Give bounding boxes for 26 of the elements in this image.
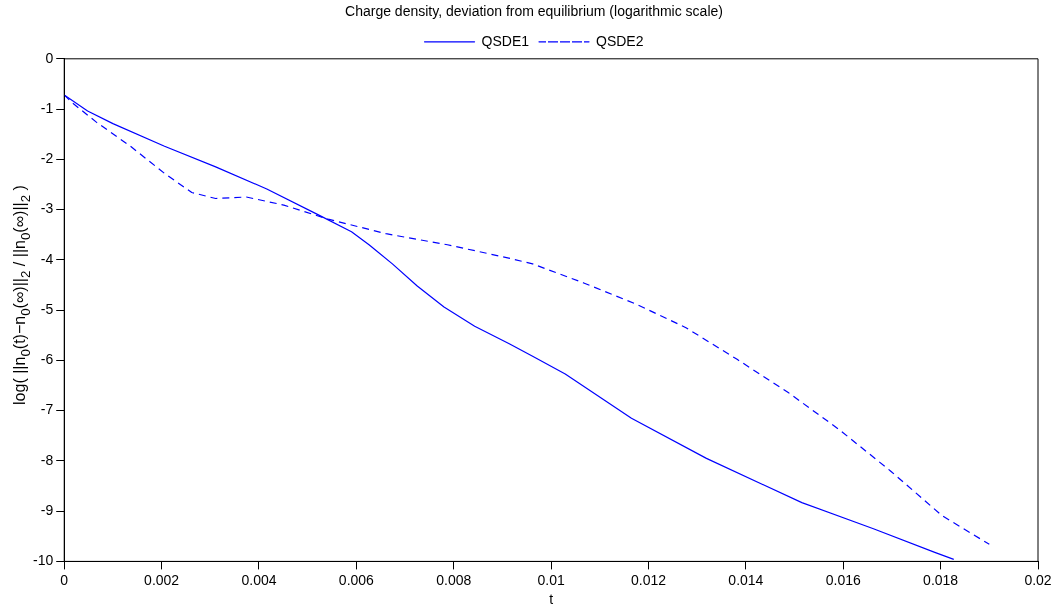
x-tick-label: 0.012 — [630, 571, 667, 588]
y-tick-label: -1 — [40, 99, 54, 116]
y-tick-label: -8 — [40, 451, 54, 468]
y-tick-label: 0 — [45, 49, 54, 66]
x-tick-label: 0.006 — [338, 571, 375, 588]
x-tick-label: 0.004 — [241, 571, 277, 588]
x-tick-label: 0.008 — [436, 571, 472, 588]
x-tick-label: 0.014 — [728, 571, 764, 588]
y-tick-label: -9 — [40, 502, 54, 518]
x-tick-label: 0.016 — [825, 571, 861, 588]
y-tick-label: -4 — [40, 250, 54, 267]
x-tick-label: 0.02 — [1024, 571, 1052, 588]
y-tick-label: -10 — [33, 552, 54, 569]
x-tick-label: 0.01 — [537, 571, 565, 588]
x-axis-title: t — [549, 591, 554, 608]
legend-label: QSDE2 — [596, 32, 644, 49]
y-tick-label: -6 — [40, 351, 54, 368]
x-tick-label: 0.002 — [144, 571, 180, 588]
y-tick-label: -2 — [40, 150, 54, 167]
legend-label: QSDE1 — [481, 32, 530, 49]
x-tick-label: 0.018 — [923, 571, 959, 588]
y-tick-label: -3 — [40, 200, 54, 217]
x-tick-label: 0 — [60, 571, 69, 588]
y-tick-label: -7 — [40, 401, 54, 418]
y-tick-label: -5 — [40, 300, 54, 317]
chart-title: Charge density, deviation from equilibrium (logarithmic scale) — [345, 3, 723, 20]
